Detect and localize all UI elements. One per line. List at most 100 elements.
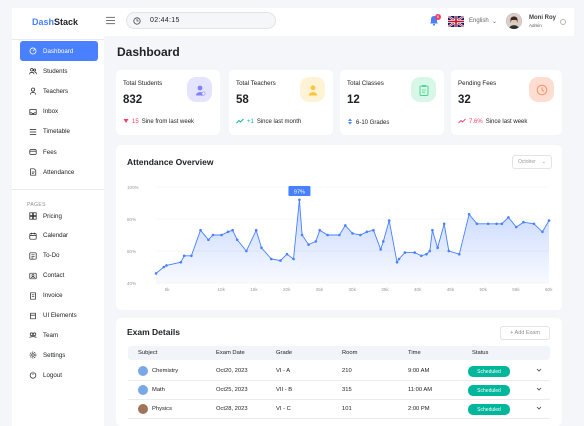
logo-text-secondary: Stack	[54, 17, 79, 27]
data-point	[245, 249, 248, 253]
data-point	[154, 272, 158, 275]
sidebar-item-inbox[interactable]: Inbox	[20, 102, 98, 122]
data-point	[162, 265, 166, 269]
sidebar-item-pricing[interactable]: Pricing	[20, 206, 98, 226]
data-point	[495, 222, 498, 226]
sidebar-item-settings[interactable]: Settings	[20, 345, 98, 365]
data-point	[522, 220, 525, 224]
cell-subject: Chemistry	[152, 368, 179, 374]
subject-avatar	[138, 385, 148, 395]
column-header-room: Room	[342, 350, 358, 356]
add-exam-button[interactable]: + Add Exam	[500, 326, 550, 340]
month-dropdown[interactable]: October ⌄	[512, 155, 552, 169]
sidebar-item-label: Settings	[43, 351, 66, 359]
data-point	[419, 254, 423, 258]
data-point	[395, 260, 399, 264]
trend-up-icon	[236, 118, 244, 126]
data-point	[165, 264, 168, 267]
sidebar-item-contact[interactable]: Contact	[20, 266, 98, 286]
data-point	[431, 228, 434, 232]
settings-icon	[29, 351, 37, 359]
data-point	[343, 224, 347, 227]
subject-avatar	[138, 366, 148, 376]
sidebar-item-ui-elements[interactable]: UI Elements	[20, 306, 98, 326]
exam-table-header: Subject Exam Date Grade Room Time Status	[128, 346, 550, 360]
x-tick-label: 15k	[250, 287, 258, 292]
chevron-down-icon[interactable]	[536, 405, 542, 411]
hamburger-menu-icon[interactable]	[106, 16, 115, 25]
sidebar-item-attendance[interactable]: Attendance	[20, 162, 98, 182]
sidebar-item-calendar[interactable]: Calendar	[20, 226, 98, 246]
stat-note: 6-10 Grades	[356, 119, 390, 126]
data-point	[226, 230, 230, 234]
data-point	[231, 228, 234, 232]
column-header-time: Time	[408, 350, 421, 356]
stat-value: 58	[236, 94, 249, 106]
stat-trend: 7.6% Since last week	[458, 118, 527, 126]
data-point	[279, 259, 282, 262]
cell-subject: Math	[152, 387, 165, 393]
calendar-icon	[29, 232, 37, 240]
user-menu-chevron-icon[interactable]	[560, 19, 566, 25]
cell-exam-date: Oct28, 2023	[216, 406, 248, 412]
stat-change: +1	[247, 119, 254, 125]
sidebar-item-fees[interactable]: Fees	[20, 142, 98, 162]
sidebar-item-invoice[interactable]: Invoice	[20, 286, 98, 306]
clock-icon	[529, 77, 554, 102]
data-point	[298, 198, 301, 202]
chevron-down-icon[interactable]: ⌄	[492, 19, 498, 25]
uk-flag-icon[interactable]	[448, 16, 464, 27]
pricing-icon	[29, 212, 37, 220]
user-avatar[interactable]	[506, 13, 522, 29]
column-header-grade: Grade	[276, 350, 293, 356]
stat-trend: +1 Since last month	[236, 118, 301, 126]
table-row[interactable]: Chemistry Oct20, 2023 VI - A 210 9:00 AM Sche…	[128, 362, 550, 381]
clock-icon	[133, 16, 141, 25]
data-point	[182, 254, 186, 258]
data-point	[541, 230, 544, 234]
user-role: Admin	[529, 23, 542, 28]
app-logo[interactable]: DashStack	[32, 17, 78, 27]
data-point	[447, 249, 451, 253]
pages-section-label: PAGES	[27, 202, 46, 208]
sidebar-item-students[interactable]: Students	[20, 61, 98, 81]
chevron-down-icon[interactable]	[536, 386, 542, 392]
data-point	[338, 233, 341, 237]
data-point	[547, 219, 551, 222]
table-row[interactable]: Math Oct25, 2023 VII - B 315 11:00 AM Schedul…	[128, 381, 550, 400]
sidebar-item-logout[interactable]: Logout	[20, 365, 98, 385]
exam-details-card: Exam Details + Add Exam Subject Exam Date…	[116, 318, 562, 426]
todo-icon	[29, 252, 37, 260]
data-point	[269, 257, 273, 261]
sidebar-item-dashboard[interactable]: Dashboard	[20, 41, 98, 61]
data-point	[413, 251, 417, 254]
y-tick-label: 100%	[127, 185, 139, 190]
cell-time: 9:00 AM	[408, 368, 430, 374]
chevron-down-icon[interactable]	[536, 367, 542, 373]
sidebar-item-teachers[interactable]: Teachers	[20, 81, 98, 101]
student-icon	[187, 77, 212, 102]
x-tick-label: 5k	[165, 287, 171, 292]
stat-note: Since last week	[485, 119, 528, 125]
stat-value: 832	[123, 94, 143, 106]
data-point	[207, 238, 210, 242]
contact-icon	[29, 272, 37, 280]
language-selector[interactable]: English	[469, 18, 489, 24]
attendance-area-chart: 100% 80% 60% 40% 5k 10k 15k 20k 25k 30k 35k 40k 45k 5…	[127, 185, 553, 292]
trend-grade-icon	[347, 118, 353, 127]
sidebar-item-timetable[interactable]: Timetable	[20, 122, 98, 142]
data-point	[387, 219, 391, 222]
table-row[interactable]: Physics Oct28, 2023 VI - C 101 2:00 PM Schedu…	[128, 400, 550, 419]
data-point	[379, 248, 382, 251]
logout-icon	[29, 371, 37, 379]
sidebar-item-team[interactable]: Team	[20, 325, 98, 345]
data-point	[514, 225, 518, 229]
sidebar-item-to-do[interactable]: To-Do	[20, 246, 98, 266]
cell-grade: VI - A	[276, 368, 291, 374]
column-header-subject: Subject	[138, 350, 158, 356]
column-header-exam-date: Exam Date	[216, 350, 245, 356]
data-point	[500, 222, 504, 226]
data-point	[235, 238, 239, 242]
data-point	[397, 257, 401, 261]
data-point	[372, 228, 375, 232]
